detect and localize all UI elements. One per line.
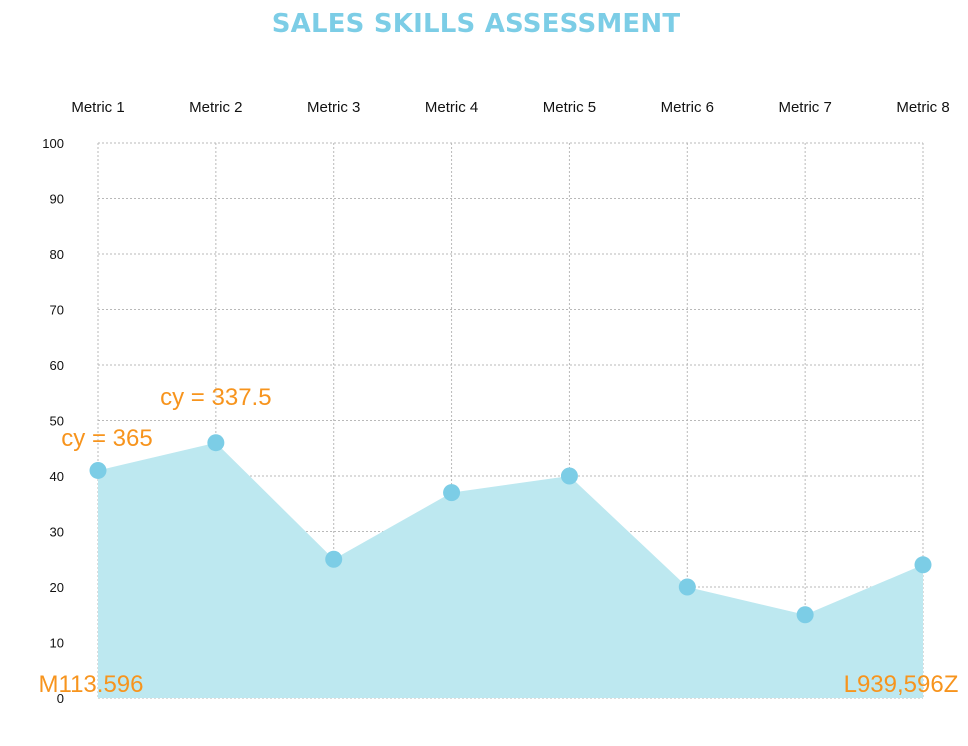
category-label: Metric 1 [71, 99, 124, 116]
chart-annotation: cy = 337.5 [160, 384, 271, 411]
area-series [98, 442, 923, 698]
data-point[interactable] [89, 461, 107, 479]
chart-annotation: cy = 365 [61, 425, 152, 452]
category-label: Metric 8 [896, 99, 949, 116]
axis-layer: 0 10 20 30 40 50 60 70 80 90 100 Metric 1 Metric 2 Me… [42, 99, 949, 706]
area-layer [98, 442, 923, 698]
y-tick-label: 100 [42, 136, 64, 151]
y-tick-label: 80 [50, 247, 64, 262]
point-layer [89, 434, 932, 624]
y-tick-label: 30 [50, 525, 64, 540]
y-tick-label: 10 [50, 636, 64, 651]
chart-title: SALES SKILLS ASSESSMENT [272, 9, 681, 39]
category-label: Metric 2 [189, 99, 242, 116]
category-label: Metric 5 [543, 99, 596, 116]
data-point[interactable] [325, 550, 343, 568]
chart-annotation: L939,596Z [844, 671, 959, 698]
category-label: Metric 6 [661, 99, 714, 116]
y-tick-label: 70 [50, 303, 64, 318]
data-point[interactable] [560, 467, 578, 485]
y-tick-label: 50 [50, 414, 64, 429]
annotation-layer: cy = 337.5 cy = 365 M113.596 L939,596Z [39, 384, 959, 698]
data-point[interactable] [443, 484, 461, 502]
data-point[interactable] [678, 578, 696, 596]
y-tick-label: 20 [50, 580, 64, 595]
category-label: Metric 4 [425, 99, 478, 116]
data-point[interactable] [207, 434, 225, 452]
y-tick-label: 90 [50, 192, 64, 207]
chart-annotation: M113.596 [39, 671, 144, 698]
category-label: Metric 7 [778, 99, 831, 116]
data-point[interactable] [914, 556, 932, 574]
category-label: Metric 3 [307, 99, 360, 116]
y-tick-label: 40 [50, 469, 64, 484]
y-tick-label: 0 [57, 691, 64, 706]
y-tick-label: 60 [50, 358, 64, 373]
data-point[interactable] [796, 606, 814, 624]
